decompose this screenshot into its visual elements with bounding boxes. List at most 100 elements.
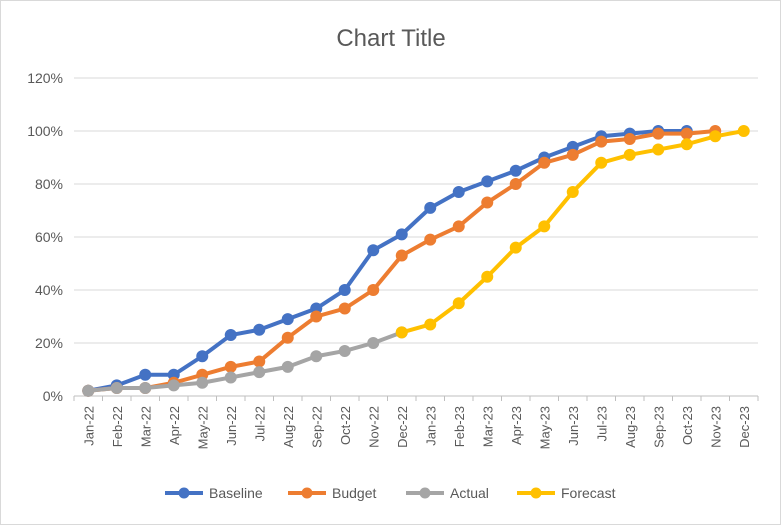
data-point: [709, 130, 722, 143]
x-tick-label: Sep-22: [309, 406, 324, 448]
x-tick-label: Jul-22: [252, 406, 267, 441]
x-tick-label: Sep-23: [651, 406, 666, 448]
x-tick-label: Aug-22: [281, 406, 296, 448]
series-actual: [82, 326, 408, 397]
y-tick-label: 120%: [27, 70, 63, 86]
data-point: [652, 127, 665, 140]
data-point: [481, 196, 494, 209]
data-point: [680, 138, 693, 151]
data-point: [253, 355, 266, 368]
data-point: [367, 284, 380, 296]
data-point: [196, 350, 209, 363]
data-point: [367, 244, 380, 257]
data-point: [424, 201, 437, 214]
data-point: [395, 249, 408, 262]
data-point: [481, 270, 494, 283]
data-point: [737, 125, 750, 137]
x-axis-tick-labels: Jan-22 Feb-22 Mar-22 Apr-22 May-22 Jun-22 Jul-…: [81, 406, 752, 449]
data-point: [281, 360, 294, 373]
data-point: [167, 379, 180, 392]
data-point: [509, 241, 522, 254]
x-tick-label: Aug-23: [623, 406, 638, 448]
data-point: [538, 220, 551, 233]
data-point: [680, 127, 693, 140]
x-tick-label: Oct-23: [680, 406, 695, 445]
data-point: [566, 185, 579, 198]
legend-item-actual: Actual: [406, 485, 489, 501]
x-tick-label: Jan-23: [423, 406, 438, 446]
x-tick-label: Dec-23: [737, 406, 752, 448]
data-point: [367, 337, 380, 349]
legend-item-budget: Budget: [288, 485, 376, 501]
x-tick-label: Jun-22: [224, 406, 239, 446]
x-tick-label: Nov-23: [708, 406, 723, 448]
x-tick-label: Jul-23: [594, 406, 609, 441]
x-tick-label: Oct-22: [338, 406, 353, 445]
x-tick-label: Jun-23: [566, 406, 581, 446]
y-tick-label: 60%: [35, 229, 63, 245]
data-point: [139, 382, 152, 395]
data-point: [253, 323, 266, 336]
y-axis-tick-labels: 0% 20% 40% 60% 80% 100% 120%: [27, 70, 63, 404]
y-tick-label: 100%: [27, 123, 63, 139]
x-tick-label: Feb-23: [452, 406, 467, 447]
legend-label: Forecast: [561, 485, 616, 501]
data-point: [110, 382, 123, 395]
data-point: [224, 371, 237, 384]
data-point: [310, 310, 323, 323]
chart-title: Chart Title: [336, 25, 445, 52]
legend-swatch-marker: [178, 487, 190, 499]
y-tick-label: 20%: [35, 335, 63, 351]
legend-label: Actual: [450, 485, 489, 501]
data-point: [82, 384, 95, 397]
data-point: [338, 284, 351, 296]
legend-swatch-marker: [301, 487, 313, 499]
legend-label: Baseline: [209, 485, 263, 501]
data-point: [623, 132, 636, 145]
data-point: [281, 313, 294, 326]
data-point: [452, 185, 465, 198]
x-tick-label: Dec-22: [395, 406, 410, 448]
x-tick-label: Apr-23: [509, 406, 524, 445]
legend-item-forecast: Forecast: [517, 485, 616, 501]
data-point: [509, 164, 522, 177]
y-tick-label: 0%: [43, 388, 63, 404]
x-tick-label: May-22: [195, 406, 210, 449]
series-budget: [82, 125, 722, 397]
data-point: [481, 175, 494, 188]
x-tick-label: May-23: [537, 406, 552, 449]
legend-swatch-marker: [530, 487, 542, 499]
gridlines: [73, 77, 759, 401]
data-point: [338, 344, 351, 357]
data-point: [395, 326, 408, 339]
legend-swatch-marker: [419, 487, 431, 499]
data-point: [595, 156, 608, 169]
x-tick-label: Jan-22: [81, 406, 96, 446]
data-point: [338, 302, 351, 315]
data-point: [595, 135, 608, 148]
x-tick-label: Feb-22: [110, 406, 125, 447]
series-line: [86, 330, 404, 393]
data-point: [310, 350, 323, 363]
data-series: [82, 125, 750, 397]
legend-label: Budget: [332, 485, 376, 501]
data-point: [196, 376, 209, 389]
data-point: [623, 148, 636, 161]
data-point: [224, 329, 237, 342]
y-tick-label: 80%: [35, 176, 63, 192]
series-forecast: [395, 125, 750, 339]
y-tick-label: 40%: [35, 282, 63, 298]
legend-item-baseline: Baseline: [165, 485, 263, 501]
data-point: [566, 148, 579, 161]
x-tick-label: Mar-23: [480, 406, 495, 447]
data-point: [538, 156, 551, 169]
x-tick-label: Nov-22: [366, 406, 381, 448]
data-point: [281, 331, 294, 344]
x-tick-label: Mar-22: [138, 406, 153, 447]
legend: Baseline Budget Actual Forecast: [165, 485, 616, 501]
data-point: [224, 360, 237, 373]
data-point: [139, 368, 152, 381]
data-point: [652, 143, 665, 156]
